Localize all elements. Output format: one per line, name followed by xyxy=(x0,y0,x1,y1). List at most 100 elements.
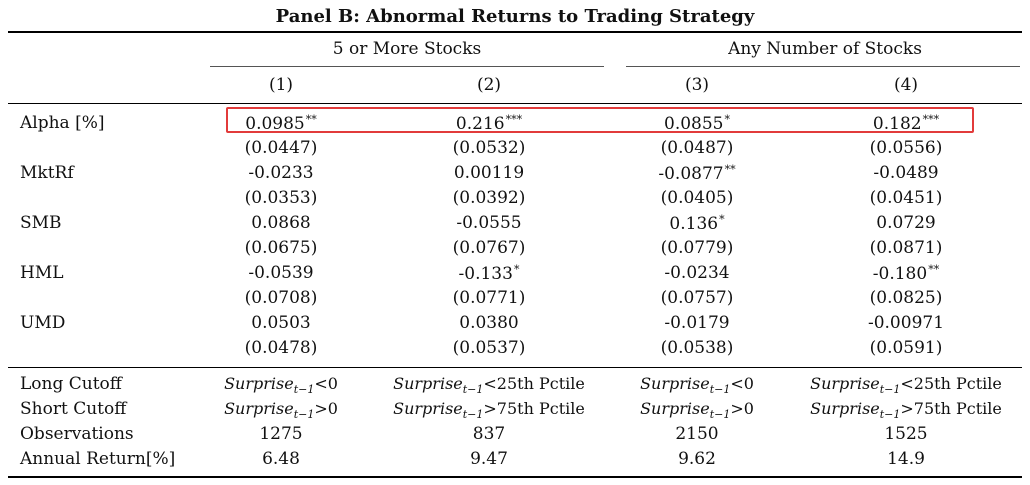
cell-value: -0.0555 xyxy=(456,213,522,233)
cutoff-relation: <0 xyxy=(730,374,754,393)
variable-subscript: t−1 xyxy=(462,383,484,396)
cell-value: (0.0392) xyxy=(452,188,526,208)
std-error-cell: (0.0538) xyxy=(597,338,797,358)
significance-stars: ** xyxy=(305,113,317,126)
group-header: 5 or More Stocks xyxy=(332,39,482,59)
summary-cell: 9.62 xyxy=(678,449,716,469)
cell-value: (0.0478) xyxy=(244,338,318,358)
std-error-cell: (0.0871) xyxy=(806,238,1006,258)
cell-value: 0.0985 xyxy=(245,114,305,134)
cell-value: 0.0855 xyxy=(664,114,724,134)
header-rule xyxy=(8,103,1022,104)
row-label: Short Cutoff xyxy=(20,399,127,419)
std-error-cell: (0.0451) xyxy=(806,188,1006,208)
cutoff-cell: Surpriset−1>0 xyxy=(582,399,812,421)
cutoff-relation: >0 xyxy=(314,399,338,418)
std-error-cell: (0.0392) xyxy=(389,188,589,208)
cell-value: (0.0447) xyxy=(244,138,318,158)
summary-cell: 2150 xyxy=(675,424,719,444)
std-error-cell: (0.0675) xyxy=(181,238,381,258)
variable-subscript: t−1 xyxy=(462,408,484,421)
cell-value: -0.0489 xyxy=(873,163,939,183)
std-error-cell: (0.0825) xyxy=(806,288,1006,308)
group-underline xyxy=(210,66,604,67)
coefficient-cell: -0.0234 xyxy=(597,263,797,283)
cutoff-relation: <0 xyxy=(314,374,338,393)
alpha-row-highlight xyxy=(226,107,974,133)
coefficient-cell: -0.00971 xyxy=(806,313,1006,333)
cell-value: -0.00971 xyxy=(867,313,945,333)
cell-value: 0.00119 xyxy=(453,163,525,183)
variable-name: Surprise xyxy=(393,374,463,393)
coefficient-cell: 0.0503 xyxy=(181,313,381,333)
significance-stars: ** xyxy=(928,263,940,276)
cell-value: (0.0771) xyxy=(452,288,526,308)
std-error-cell: (0.0767) xyxy=(389,238,589,258)
std-error-cell: (0.0353) xyxy=(181,188,381,208)
cutoff-cell: Surpriset−1<0 xyxy=(582,374,812,396)
coefficient-cell: -0.0539 xyxy=(181,263,381,283)
cell-value: 0.182 xyxy=(872,114,922,134)
coefficient-cell: 0.136* xyxy=(597,213,797,234)
row-label: SMB xyxy=(20,213,62,233)
cell-value: (0.0708) xyxy=(244,288,318,308)
summary-cell: 1275 xyxy=(259,424,303,444)
coefficient-cell: 0.0985** xyxy=(181,113,381,134)
cell-value: (0.0591) xyxy=(869,338,943,358)
cell-value: (0.0451) xyxy=(869,188,943,208)
cutoff-cell: Surpriset−1<25th Pctile xyxy=(374,374,604,396)
row-label: HML xyxy=(20,263,64,283)
coefficient-cell: 0.0380 xyxy=(389,313,589,333)
std-error-cell: (0.0779) xyxy=(597,238,797,258)
cell-value: (0.0353) xyxy=(244,188,318,208)
std-error-cell: (0.0405) xyxy=(597,188,797,208)
std-error-cell: (0.0487) xyxy=(597,138,797,158)
significance-stars: ** xyxy=(724,163,736,176)
top-rule xyxy=(8,31,1022,33)
cell-value: (0.0871) xyxy=(869,238,943,258)
cutoff-cell: Surpriset−1>0 xyxy=(166,399,396,421)
group-header: Any Number of Stocks xyxy=(728,39,922,59)
mid-rule xyxy=(8,367,1022,368)
cell-value: (0.0538) xyxy=(660,338,734,358)
cell-value: 0.0503 xyxy=(251,313,311,333)
significance-stars: *** xyxy=(505,113,523,126)
variable-name: Surprise xyxy=(810,399,880,418)
bottom-rule xyxy=(8,476,1022,478)
std-error-cell: (0.0771) xyxy=(389,288,589,308)
cutoff-relation: >75th Pctile xyxy=(483,399,585,418)
std-error-cell: (0.0757) xyxy=(597,288,797,308)
cutoff-cell: Surpriset−1>75th Pctile xyxy=(374,399,604,421)
summary-cell: 1525 xyxy=(884,424,928,444)
std-error-cell: (0.0708) xyxy=(181,288,381,308)
coefficient-cell: 0.216*** xyxy=(389,113,589,134)
cell-value: (0.0779) xyxy=(660,238,734,258)
significance-stars: * xyxy=(719,213,725,226)
cell-value: (0.0537) xyxy=(452,338,526,358)
cutoff-relation: >75th Pctile xyxy=(900,399,1002,418)
row-label: Long Cutoff xyxy=(20,374,122,394)
cutoff-relation: >0 xyxy=(730,399,754,418)
panel-title: Panel B: Abnormal Returns to Trading Str… xyxy=(275,6,755,27)
cell-value: -0.0539 xyxy=(248,263,314,283)
cutoff-cell: Surpriset−1<25th Pctile xyxy=(791,374,1021,396)
summary-cell: 9.47 xyxy=(470,449,508,469)
column-number: (3) xyxy=(684,75,710,95)
coefficient-cell: -0.180** xyxy=(806,263,1006,284)
cell-value: 0.0380 xyxy=(459,313,519,333)
column-number: (2) xyxy=(476,75,502,95)
variable-subscript: t−1 xyxy=(293,408,315,421)
coefficient-cell: -0.0877** xyxy=(597,163,797,184)
coefficient-cell: 0.0868 xyxy=(181,213,381,233)
cell-value: -0.180 xyxy=(872,264,928,284)
row-label: UMD xyxy=(20,313,66,333)
cell-value: (0.0532) xyxy=(452,138,526,158)
std-error-cell: (0.0591) xyxy=(806,338,1006,358)
significance-stars: * xyxy=(513,263,520,276)
cell-value: 0.0729 xyxy=(876,213,936,233)
cell-value: (0.0675) xyxy=(244,238,318,258)
column-number: (1) xyxy=(268,75,294,95)
variable-subscript: t−1 xyxy=(879,383,901,396)
coefficient-cell: 0.0855* xyxy=(597,113,797,134)
std-error-cell: (0.0556) xyxy=(806,138,1006,158)
